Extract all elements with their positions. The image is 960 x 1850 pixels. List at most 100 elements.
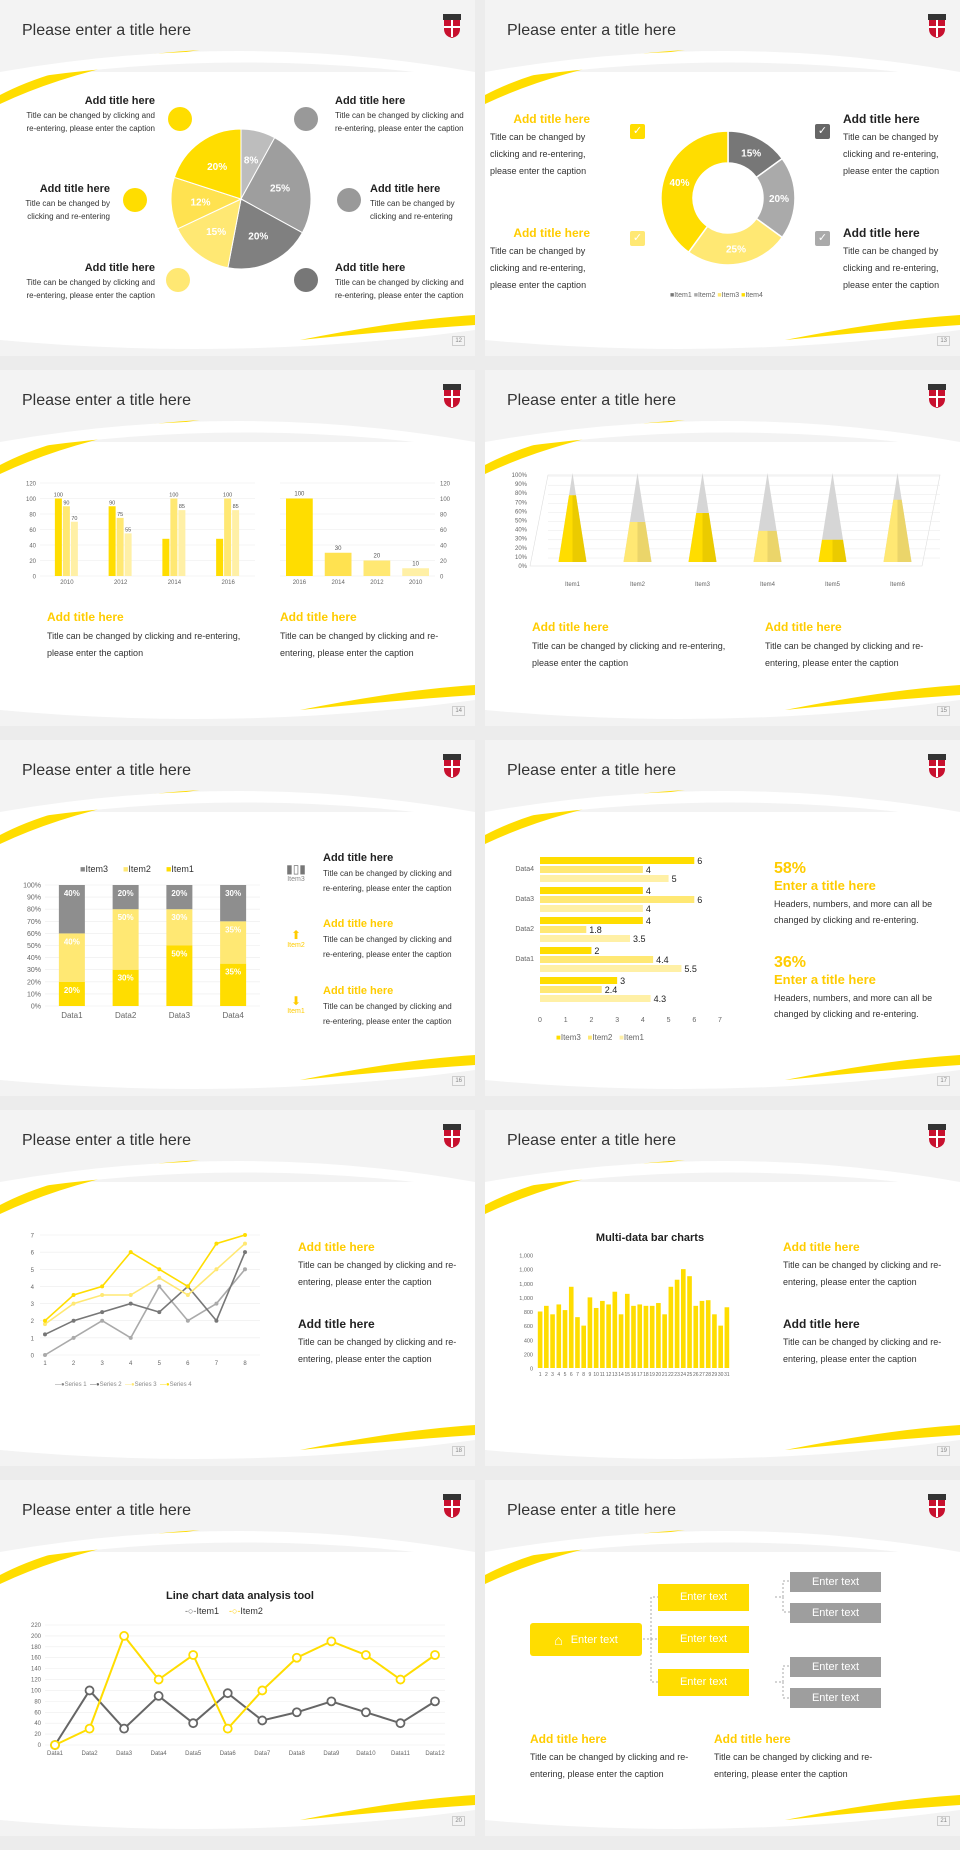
y-tick-label: 100%	[23, 883, 41, 890]
slide-title: Please enter a title here	[507, 762, 676, 779]
bar	[108, 506, 116, 576]
slide-16[interactable]: Please enter a title here ■Item3 ■Item2 …	[0, 740, 475, 1096]
item-icon-1: ▮▯▮ Item3	[286, 862, 306, 883]
x-tick-label: 3	[551, 1372, 554, 1378]
stat-percent: 36%	[774, 954, 807, 971]
bar	[674, 1279, 680, 1368]
segment-label: 30%	[225, 889, 241, 898]
decor-swoosh	[0, 420, 475, 726]
bar	[232, 510, 240, 576]
x-tick-label: 2014	[168, 580, 182, 586]
slide-18[interactable]: Please enter a title here 0 1 2 3 4 5 6 7 1 2 3 4 5 6…	[0, 1110, 475, 1466]
bar	[550, 1314, 555, 1368]
donut-chart: 15% 20% 25% 40%	[660, 130, 796, 271]
bar-label: 100	[223, 493, 232, 499]
x-tick-label: 6	[692, 1017, 696, 1024]
hbar	[540, 887, 643, 894]
y-tick-label: 220	[31, 1623, 42, 1629]
data-point	[100, 1318, 105, 1323]
x-tick-label: 2012	[114, 580, 128, 586]
block-4: Add title here Title can be changed by c…	[843, 226, 953, 294]
slide-20[interactable]: Please enter a title here Line chart dat…	[0, 1480, 475, 1836]
mid-node-1[interactable]: Enter text	[658, 1584, 749, 1611]
root-node[interactable]: ⌂ Enter text	[530, 1623, 642, 1656]
y-tick-label: 60	[440, 528, 447, 534]
x-tick-label: 13	[612, 1372, 618, 1378]
slide-15[interactable]: Please enter a title here 0% 10% 20% 30% 40%…	[485, 370, 960, 726]
x-tick-label: 27	[699, 1372, 705, 1378]
chart-title: Line chart data analysis tool	[166, 1590, 314, 1602]
y-tick-label: 180	[31, 1645, 42, 1651]
slide-21[interactable]: Please enter a title here ⌂ Enter text En…	[485, 1480, 960, 1836]
hbar	[540, 965, 682, 972]
page-number: 15	[937, 706, 950, 716]
bar	[568, 1286, 574, 1368]
legend-item: Item4	[745, 292, 763, 299]
block-1: Add title here Title can be changed by c…	[532, 620, 742, 672]
stack-segment	[220, 963, 247, 1006]
block-1: Add title here Title can be changed by c…	[323, 852, 463, 896]
block-caption: Title can be changed by clicking and re-…	[843, 132, 940, 176]
bar	[624, 1293, 630, 1368]
data-point	[326, 1636, 337, 1647]
pie-label: 12%	[190, 198, 210, 209]
y-tick-label: 10%	[515, 555, 528, 561]
slide-17[interactable]: Please enter a title here 0 1 2 3 4 5 6 7 6 4 5 Dat…	[485, 740, 960, 1096]
slide-14[interactable]: Please enter a title here 0 20 40 60 80 100 12…	[0, 370, 475, 726]
block-caption: Title can be changed by clicking and re-…	[335, 111, 464, 133]
bar	[724, 1307, 730, 1368]
bar	[286, 498, 313, 576]
pie-label: 8%	[244, 156, 259, 167]
data-point	[100, 1284, 105, 1289]
leaf-node-1[interactable]: Enter text	[790, 1572, 881, 1592]
donut-slice	[660, 130, 729, 254]
slide-title: Please enter a title here	[507, 1132, 676, 1149]
leaf-node-3[interactable]: Enter text	[790, 1657, 881, 1677]
donut-label: 20%	[769, 194, 789, 205]
leaf-node-2[interactable]: Enter text	[790, 1603, 881, 1623]
block-caption: Title can be changed by clicking and re-…	[532, 641, 726, 668]
x-tick-label: 1	[539, 1372, 542, 1378]
page-number: 12	[452, 336, 465, 346]
checkbox-icon: ✓	[630, 124, 645, 139]
bar	[544, 1305, 549, 1368]
y-tick-label: 100%	[512, 473, 528, 479]
bar	[656, 1303, 661, 1368]
block-title: Add title here	[513, 226, 590, 240]
data-point	[100, 1293, 105, 1297]
x-tick-label: 2010	[409, 580, 423, 586]
segment-label: 50%	[171, 950, 187, 959]
mid-node-3[interactable]: Enter text	[658, 1669, 749, 1696]
block-title: Add title here	[714, 1732, 791, 1746]
block-title: Add title here	[298, 1240, 375, 1254]
x-tick-label: 8	[582, 1372, 585, 1378]
x-tick-label: Data1	[61, 1011, 83, 1020]
block-title: Add title here	[323, 918, 394, 930]
item-icon-label: Item2	[287, 942, 305, 949]
y-tick-label: 10%	[27, 991, 41, 998]
bar	[587, 1297, 593, 1368]
car-icon	[123, 188, 147, 212]
laptop-icon	[166, 268, 190, 292]
upload-icon: ⬆	[290, 928, 302, 942]
bar	[600, 1300, 605, 1368]
legend-item: Item3	[721, 292, 740, 299]
slide-13[interactable]: Please enter a title here 15% 20% 25% 40% ■…	[485, 0, 960, 356]
home-icon: ⌂	[554, 1631, 563, 1648]
leaf-node-4[interactable]: Enter text	[790, 1688, 881, 1708]
hbar-label: 3	[620, 976, 625, 986]
x-tick-label: 10	[593, 1372, 599, 1378]
x-tick-label: Data10	[356, 1751, 376, 1757]
slide-19[interactable]: Please enter a title here Multi-data bar…	[485, 1110, 960, 1466]
y-tick-label: 30%	[27, 967, 41, 974]
mid-node-2[interactable]: Enter text	[658, 1626, 749, 1653]
block-1: Add title here Title can be changed by c…	[47, 610, 257, 662]
pie-label: 20%	[207, 162, 227, 173]
y-tick-label: 40	[440, 544, 447, 550]
block-1: Add title here Title can be changed by c…	[298, 1240, 458, 1291]
stack-segment	[58, 885, 85, 934]
crest-logo-icon	[443, 1494, 461, 1518]
slide-12[interactable]: Please enter a title here 8% 25% 20% 15% 12%…	[0, 0, 475, 356]
page-number: 17	[937, 1076, 950, 1086]
stack-segment	[220, 921, 247, 964]
